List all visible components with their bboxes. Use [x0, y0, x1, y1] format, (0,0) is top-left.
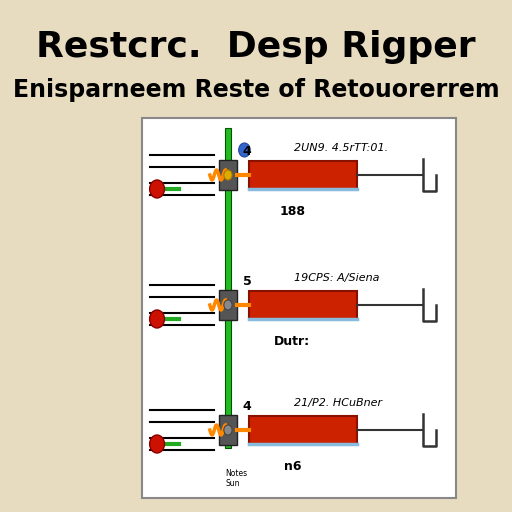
Text: Restcrc.  Desp Rigper: Restcrc. Desp Rigper — [36, 30, 476, 64]
Bar — [219, 160, 237, 190]
Circle shape — [239, 143, 250, 157]
Bar — [249, 291, 356, 319]
Text: n6: n6 — [284, 460, 301, 473]
Text: Notes
Sun: Notes Sun — [225, 468, 248, 488]
Text: 5: 5 — [243, 275, 251, 288]
Text: 19CPS: A/Siena: 19CPS: A/Siena — [294, 273, 379, 283]
Bar — [219, 290, 237, 320]
Bar — [249, 161, 356, 189]
Circle shape — [150, 435, 164, 453]
Bar — [225, 128, 231, 448]
Circle shape — [150, 310, 164, 328]
Text: 2UN9. 4.5rTT:01.: 2UN9. 4.5rTT:01. — [294, 143, 388, 153]
Circle shape — [150, 180, 164, 198]
Text: 188: 188 — [279, 205, 305, 218]
Bar — [142, 118, 456, 498]
Text: 4: 4 — [243, 145, 251, 158]
Text: 21/P2. HCuBner: 21/P2. HCuBner — [294, 398, 382, 408]
Bar — [249, 416, 356, 444]
Circle shape — [224, 170, 232, 180]
Text: 4: 4 — [243, 400, 251, 413]
Circle shape — [224, 300, 232, 310]
Circle shape — [224, 425, 232, 435]
Text: Dutr:: Dutr: — [274, 335, 310, 348]
Text: Enisparneem Reste of Retouorerrem: Enisparneem Reste of Retouorerrem — [13, 78, 499, 102]
Bar — [219, 415, 237, 445]
